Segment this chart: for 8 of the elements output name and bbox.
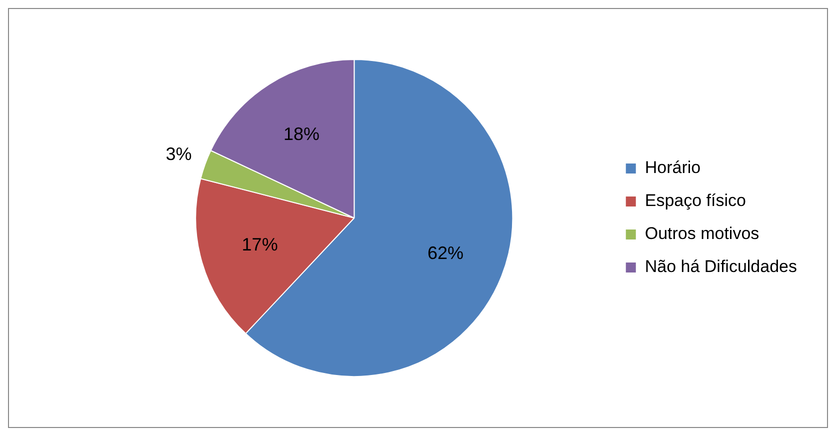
legend-label: Espaço físico — [644, 191, 746, 210]
data-label: 17% — [242, 234, 278, 254]
data-label: 18% — [284, 124, 320, 144]
data-label: 3% — [166, 144, 192, 164]
data-label: 62% — [428, 243, 464, 264]
legend-label: Não há Dificuldades — [644, 257, 798, 276]
legend-label: Horário — [644, 158, 701, 178]
legend-label: Outros motivos — [644, 224, 760, 244]
